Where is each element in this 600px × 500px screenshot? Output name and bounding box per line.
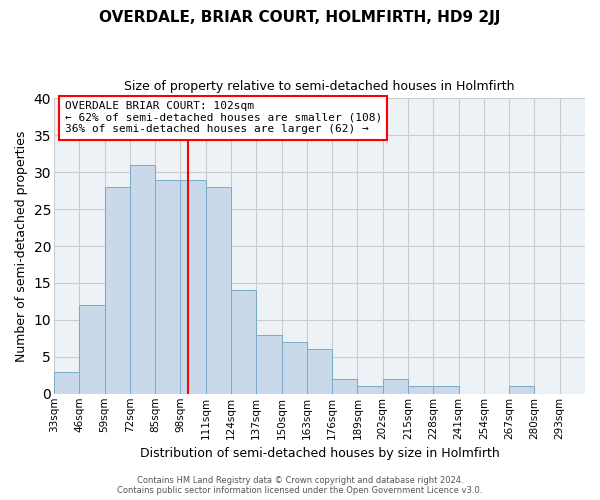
- Text: OVERDALE, BRIAR COURT, HOLMFIRTH, HD9 2JJ: OVERDALE, BRIAR COURT, HOLMFIRTH, HD9 2J…: [100, 10, 500, 25]
- Bar: [256, 334, 281, 394]
- Bar: [307, 350, 332, 394]
- Bar: [332, 379, 358, 394]
- Bar: [408, 386, 433, 394]
- Bar: [433, 386, 458, 394]
- Bar: [231, 290, 256, 394]
- Bar: [104, 187, 130, 394]
- Bar: [383, 379, 408, 394]
- Text: OVERDALE BRIAR COURT: 102sqm
← 62% of semi-detached houses are smaller (108)
36%: OVERDALE BRIAR COURT: 102sqm ← 62% of se…: [65, 102, 382, 134]
- Bar: [54, 372, 79, 394]
- Y-axis label: Number of semi-detached properties: Number of semi-detached properties: [15, 130, 28, 362]
- Bar: [358, 386, 383, 394]
- Bar: [79, 305, 104, 394]
- Bar: [206, 187, 231, 394]
- Bar: [181, 180, 206, 394]
- X-axis label: Distribution of semi-detached houses by size in Holmfirth: Distribution of semi-detached houses by …: [140, 447, 499, 460]
- Bar: [509, 386, 535, 394]
- Bar: [281, 342, 307, 394]
- Text: Contains HM Land Registry data © Crown copyright and database right 2024.
Contai: Contains HM Land Registry data © Crown c…: [118, 476, 482, 495]
- Bar: [155, 180, 181, 394]
- Title: Size of property relative to semi-detached houses in Holmfirth: Size of property relative to semi-detach…: [124, 80, 515, 93]
- Bar: [130, 165, 155, 394]
